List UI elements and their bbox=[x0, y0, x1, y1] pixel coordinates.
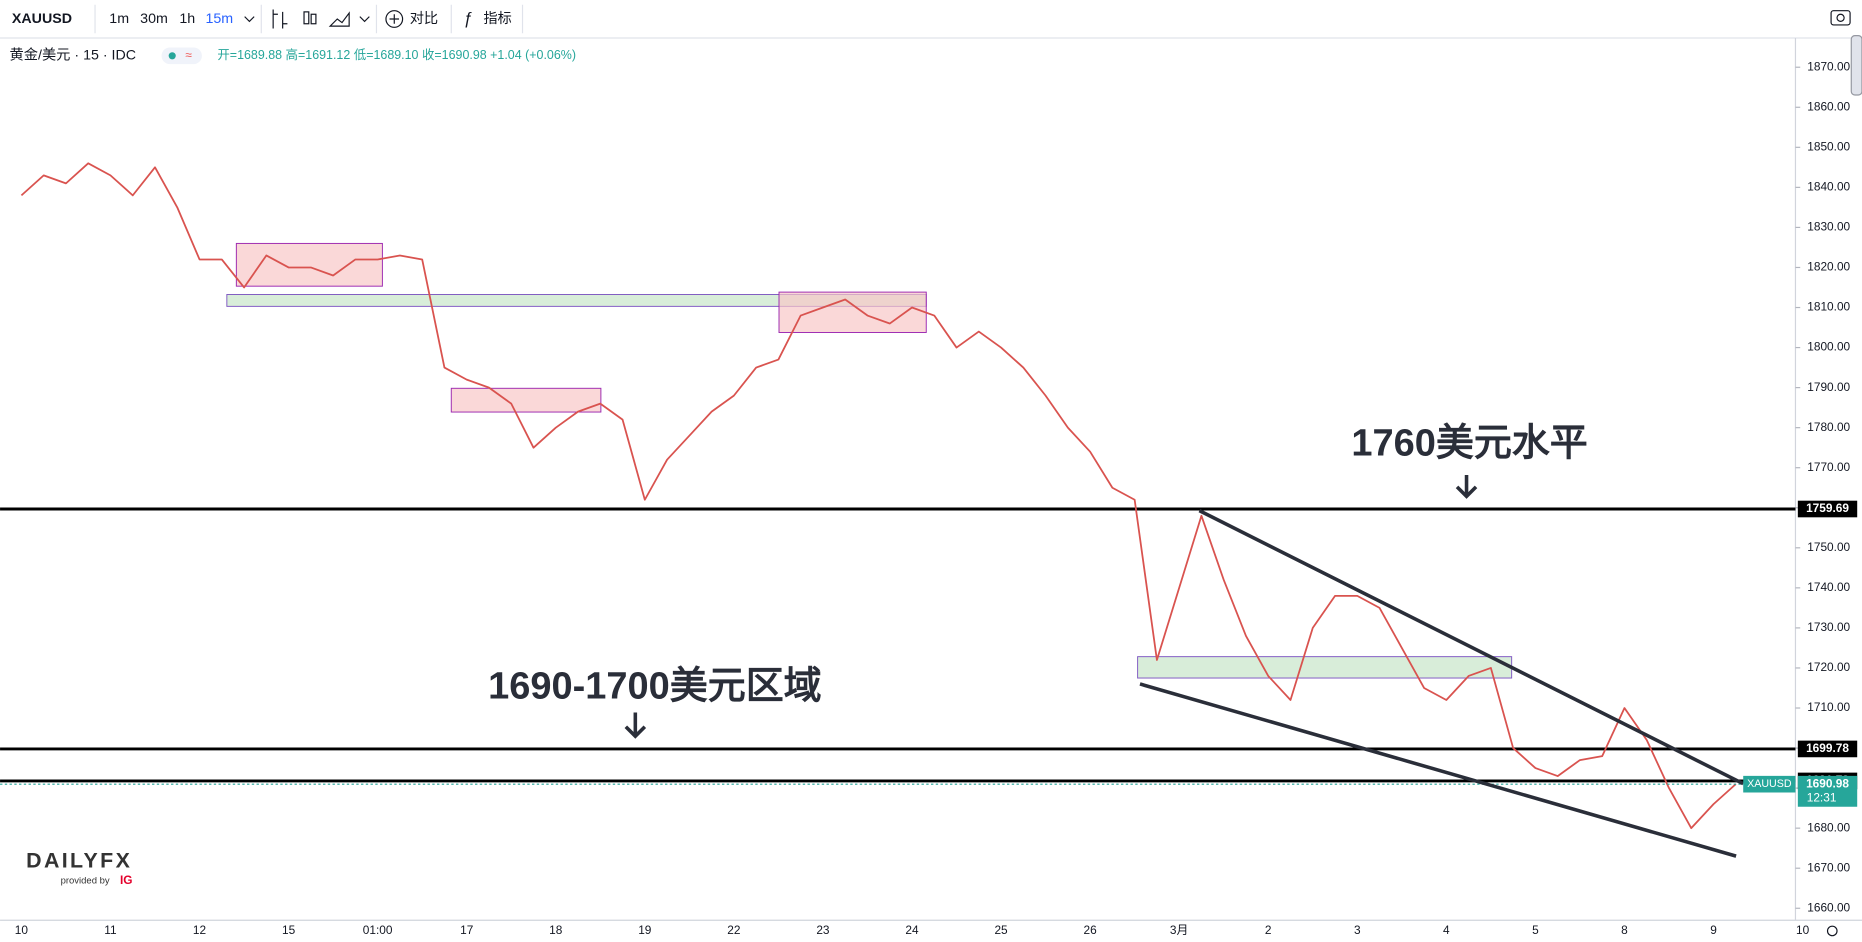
y-tick-label: 1850.00 bbox=[1807, 139, 1850, 153]
y-tick-label: 1670.00 bbox=[1807, 860, 1850, 874]
x-tick-label: 3 bbox=[1354, 923, 1361, 937]
area-icon[interactable] bbox=[328, 11, 350, 27]
drawings bbox=[226, 242, 1513, 679]
x-tick-label: 5 bbox=[1532, 923, 1539, 937]
plot bbox=[0, 162, 1796, 830]
x-tick-label: 17 bbox=[460, 923, 473, 937]
dropdown[interactable] bbox=[359, 16, 370, 23]
level-tag bbox=[1797, 500, 1858, 518]
camera-icon[interactable] bbox=[1830, 10, 1851, 26]
annotation: 1760美元水平 bbox=[1351, 422, 1587, 464]
bar-style-icon[interactable] bbox=[272, 9, 288, 29]
arrow bbox=[1455, 474, 1478, 499]
symbol[interactable]: XAUUSD bbox=[12, 11, 72, 27]
fx-icon[interactable]: ƒ bbox=[463, 8, 472, 27]
y-tick-label: 1720.00 bbox=[1807, 660, 1850, 674]
level-label: 1759.69 bbox=[1806, 501, 1849, 515]
drawings: 1760美元水平 1690-1700美元区域 bbox=[488, 422, 1745, 858]
interval[interactable]: 30m bbox=[140, 11, 168, 27]
camera-icon bbox=[1836, 13, 1845, 22]
annotation: 1690-1700美元区域 bbox=[488, 666, 822, 708]
y-tick-label: 1860.00 bbox=[1807, 99, 1850, 113]
settings-icon[interactable] bbox=[1826, 925, 1838, 937]
x-tick-label: 9 bbox=[1710, 923, 1717, 937]
zone-box bbox=[235, 242, 383, 287]
y-tick-label: 1680.00 bbox=[1807, 820, 1850, 834]
y-tick-label: 1730.00 bbox=[1807, 620, 1850, 634]
x-tick-label: 12 bbox=[193, 923, 206, 937]
zone-box bbox=[778, 291, 927, 333]
zone-box bbox=[1137, 656, 1513, 679]
x-tick-label: 3月 bbox=[1170, 923, 1188, 937]
y-tick-label: 1830.00 bbox=[1807, 220, 1850, 234]
x-tick-label: 23 bbox=[816, 923, 830, 937]
status-pill bbox=[161, 47, 202, 65]
logo-ig: IG bbox=[120, 873, 133, 887]
logo-brand: DAILYFX bbox=[26, 849, 132, 873]
legend-name: 黄金/美元 · 15 · IDC bbox=[10, 47, 137, 64]
logo-provided: provided by bbox=[61, 876, 110, 887]
scrollbar[interactable] bbox=[1850, 35, 1862, 96]
arrow bbox=[624, 712, 647, 739]
last-price-label: 1690.98 bbox=[1806, 776, 1849, 790]
x-tick-label: 01:00 bbox=[363, 923, 393, 937]
level-tag bbox=[1797, 740, 1858, 758]
y-tick-label: 1710.00 bbox=[1807, 700, 1850, 714]
y-tick-label: 1800.00 bbox=[1807, 340, 1850, 354]
x-tick-label: 2 bbox=[1265, 923, 1272, 937]
status-dot bbox=[168, 52, 176, 60]
x-tick-label: 25 bbox=[994, 923, 1008, 937]
y-tick-label: 1770.00 bbox=[1807, 460, 1850, 474]
interval[interactable]: 1h bbox=[179, 11, 195, 27]
x-tick-label: 22 bbox=[727, 923, 740, 937]
last-price-tag bbox=[1797, 775, 1858, 807]
compare[interactable]: 对比 bbox=[410, 10, 438, 27]
x-tick-label: 19 bbox=[638, 923, 652, 937]
last-symbol-tag bbox=[1743, 775, 1796, 793]
y-tick-label: 1790.00 bbox=[1807, 380, 1850, 394]
y-tick-label: 1660.00 bbox=[1807, 900, 1850, 914]
indicators[interactable]: 指标 bbox=[483, 10, 511, 27]
dropdown[interactable] bbox=[244, 16, 255, 23]
y-tick-label: 1840.00 bbox=[1807, 180, 1850, 194]
x-tick-label: 18 bbox=[549, 923, 563, 937]
x-tick-label: 10 bbox=[15, 923, 29, 937]
x-tick-label: 26 bbox=[1084, 923, 1098, 937]
x-tick-label: 24 bbox=[905, 923, 919, 937]
y-tick-label: 1780.00 bbox=[1807, 420, 1850, 434]
interval[interactable]: 1m bbox=[109, 11, 129, 27]
y-tick-label: 1870.00 bbox=[1807, 59, 1850, 73]
trend-line bbox=[1198, 509, 1745, 786]
x-tick-label: 10 bbox=[1796, 923, 1810, 937]
compare-icon[interactable] bbox=[385, 10, 404, 28]
countdown: 12:31 bbox=[1807, 791, 1837, 805]
status-icon: ≈ bbox=[185, 48, 192, 62]
candle-icon bbox=[310, 13, 317, 25]
x-tick-label: 15 bbox=[282, 923, 296, 937]
y-tick-label: 1740.00 bbox=[1807, 580, 1850, 594]
x-tick-label: 11 bbox=[104, 923, 117, 937]
zone-box bbox=[450, 387, 602, 413]
trend-line bbox=[1139, 682, 1737, 858]
logo: DAILYFX provided by IG bbox=[26, 849, 132, 887]
y-tick-label: 1750.00 bbox=[1807, 540, 1850, 554]
x-tick-label: 4 bbox=[1443, 923, 1450, 937]
y-tick-label: 1810.00 bbox=[1807, 300, 1850, 314]
compare-icon bbox=[389, 14, 400, 24]
interval[interactable]: 15m bbox=[205, 11, 233, 27]
x-tick-label: 8 bbox=[1621, 923, 1628, 937]
toolbar: XAUUSD 1m 30m 1h 15m 对比 ƒ 指标 bbox=[0, 4, 1862, 39]
last-symbol: XAUUSD bbox=[1747, 778, 1792, 790]
candle-icon[interactable] bbox=[303, 11, 310, 25]
price-line bbox=[20, 162, 1737, 830]
y-tick-label: 1820.00 bbox=[1807, 260, 1850, 274]
legend-ohlc: 开=1689.88 高=1691.12 低=1689.10 收=1690.98 … bbox=[217, 47, 576, 62]
level-label: 1699.78 bbox=[1806, 741, 1849, 755]
